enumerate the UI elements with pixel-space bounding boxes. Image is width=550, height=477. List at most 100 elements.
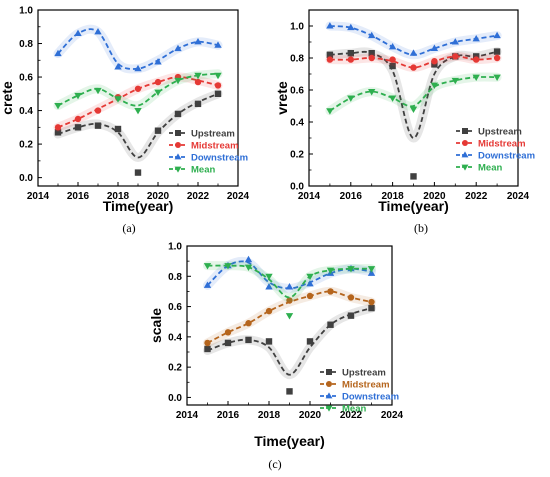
legend-marker: [326, 381, 332, 387]
data-point: [368, 298, 375, 306]
x-tick-label: 2020: [147, 191, 170, 202]
chart-panel-a: 2014 2016 2018 2020 2022 2024 0.0 0.2 0.4 0.6 0.8 1…: [0, 6, 250, 215]
data-point: [204, 339, 211, 347]
data-point: [367, 269, 376, 276]
legend-label: Upstream: [478, 127, 522, 138]
data-point: [74, 124, 82, 131]
x-tick-label: 2020: [299, 410, 322, 421]
data-point: [493, 74, 501, 82]
series-upstream: [203, 303, 376, 395]
legend-marker: [326, 369, 332, 375]
data-point: [410, 173, 417, 180]
x-tick-label: 2022: [465, 191, 488, 202]
legend-entry: Upstream: [456, 127, 522, 138]
data-point: [54, 102, 62, 110]
data-point: [154, 78, 162, 86]
data-point: [203, 281, 212, 288]
data-point: [327, 321, 334, 328]
x-tick-label: 2024: [507, 191, 530, 202]
series-mean: [325, 72, 502, 116]
data-point: [473, 56, 480, 63]
y-tick-label: 0.4: [168, 332, 182, 343]
data-point: [493, 54, 501, 62]
legend-label: Midstream: [342, 380, 390, 391]
data-point: [174, 110, 182, 118]
x-tick-label: 2014: [27, 191, 50, 202]
legend-entry: Mean: [320, 404, 366, 415]
data-point: [409, 49, 418, 56]
data-point: [174, 44, 182, 52]
legend-entry: Mean: [456, 163, 502, 174]
series-fit-line: [207, 264, 372, 299]
chart-panel-b: 2014 2016 2018 2020 2022 2024 0.0 0.2 0.4 0.6 0.8 1…: [274, 9, 535, 214]
data-point: [94, 27, 102, 35]
x-tick-label: 2020: [423, 191, 446, 202]
legend-label: Downstream: [191, 153, 248, 164]
data-point: [451, 77, 459, 85]
x-tick-label: 2022: [340, 410, 363, 421]
legend-label: Upstream: [191, 129, 235, 140]
data-point: [326, 22, 334, 29]
legend-entry: Downstream: [169, 153, 248, 164]
data-point: [326, 56, 334, 63]
series-downstream: [53, 24, 223, 74]
series-fit-band: [53, 24, 223, 74]
data-point: [74, 115, 82, 123]
data-point: [214, 82, 222, 89]
series-fit-line: [207, 307, 372, 376]
x-tick-label: 2018: [107, 191, 130, 202]
data-point: [214, 90, 222, 98]
caption-b: (b): [414, 221, 428, 235]
legend-marker: [174, 153, 182, 160]
data-point: [347, 95, 355, 102]
data-point: [306, 273, 314, 281]
chart-panel-c: 2014 2016 2018 2020 2022 2024 0.0 0.2 0.4 0.6 0.8 1…: [148, 242, 404, 450]
data-point: [224, 263, 232, 270]
data-point: [244, 264, 253, 272]
x-tick-label: 2024: [381, 410, 404, 421]
data-point: [347, 294, 355, 301]
series-midstream: [203, 286, 376, 348]
series-downstream: [325, 21, 502, 60]
data-point: [347, 312, 355, 319]
data-point: [134, 64, 142, 72]
data-point: [203, 263, 212, 270]
data-point: [430, 82, 439, 90]
data-point: [54, 124, 62, 131]
y-tick-label: 1.0: [290, 22, 304, 33]
data-point: [94, 87, 102, 95]
y-tick-label: 0.8: [168, 272, 182, 283]
data-point: [326, 108, 334, 115]
data-point: [244, 255, 253, 263]
x-axis-label: Time(year): [103, 198, 174, 214]
y-axis-label: crete: [0, 81, 15, 115]
y-tick-label: 0.0: [19, 173, 33, 184]
data-point: [368, 89, 376, 96]
data-point: [472, 34, 480, 42]
x-tick-label: 2016: [340, 191, 363, 202]
caption-a: (a): [122, 221, 135, 235]
data-point: [430, 44, 439, 51]
legend-label: Downstream: [342, 392, 399, 403]
data-point: [410, 64, 417, 71]
data-point: [194, 38, 202, 45]
legend-entry: Midstream: [320, 380, 390, 391]
data-point: [74, 29, 82, 37]
data-point: [94, 107, 102, 114]
data-point: [452, 53, 459, 60]
legend-label: Mean: [191, 165, 215, 176]
legend-marker: [462, 140, 468, 146]
legend-marker: [461, 164, 469, 171]
x-tick-label: 2018: [258, 410, 281, 421]
y-axis-label: vrete: [274, 81, 290, 115]
y-tick-label: 0.2: [19, 140, 33, 151]
data-point: [368, 50, 375, 57]
x-tick-label: 2014: [176, 410, 199, 421]
data-point: [154, 127, 162, 134]
data-point: [347, 23, 355, 31]
data-point: [368, 31, 376, 39]
x-tick-label: 2014: [298, 191, 321, 202]
data-point: [265, 307, 273, 315]
data-point: [306, 292, 314, 300]
